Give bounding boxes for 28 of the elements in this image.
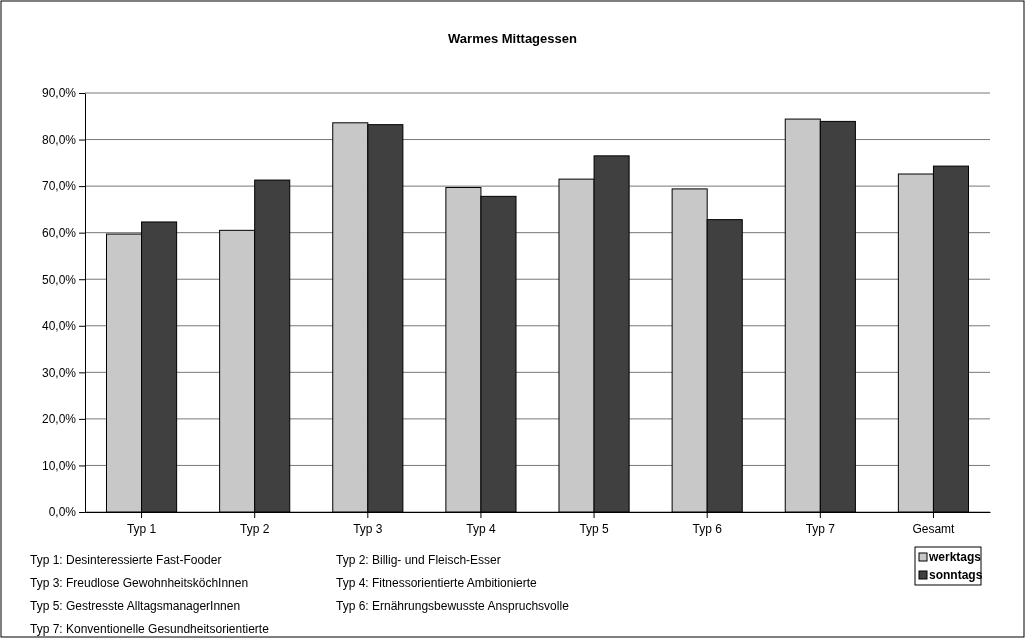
- x-tick-label: Typ 2: [240, 522, 270, 536]
- y-tick-label: 60,0%: [41, 226, 77, 241]
- text: Typ 7: Konventionelle Gesundheitsorientierte: [30, 622, 270, 636]
- y-tick-label: 70,0%: [41, 179, 77, 194]
- y-tick-label: 80,0%: [41, 132, 77, 147]
- text: Typ 6: Ernährungsbewusste Anspruchsvolle: [336, 599, 570, 613]
- text: Typ 5: Gestresste AlltagsmanagerInnen: [30, 599, 241, 613]
- x-tick-label: Gesamt: [912, 522, 956, 536]
- y-tick-label: 0,0%: [48, 505, 77, 520]
- y-tick-label: 20,0%: [41, 412, 77, 427]
- x-tick-label: Typ 6: [692, 522, 723, 536]
- y-tick-label: 30,0%: [41, 365, 77, 380]
- y-tick-label: 90,0%: [41, 86, 77, 101]
- legend-label: werktags: [928, 550, 982, 564]
- y-tick-label: 50,0%: [41, 272, 77, 287]
- y-tick-label: 10,0%: [41, 458, 77, 473]
- x-tick-label: Typ 4: [466, 522, 496, 536]
- x-tick-label: Typ 5: [579, 522, 610, 536]
- x-tick-label: Typ 1: [126, 522, 157, 536]
- text: Typ 3: Freudlose GewohnheitsköchInnen: [30, 576, 249, 590]
- y-tick-label: 40,0%: [41, 319, 77, 334]
- text: Typ 4: Fitnessorientierte Ambitionierte: [336, 576, 538, 590]
- x-tick-label: Typ 3: [353, 522, 383, 536]
- text: Typ 2: Billig- und Fleisch-Esser: [336, 553, 501, 567]
- chart-title: Warmes Mittagessen: [448, 31, 577, 46]
- x-tick-label: Typ 7: [805, 522, 836, 536]
- legend-label: sonntags: [929, 568, 983, 582]
- text: Typ 1: Desinteressierte Fast-Fooder: [30, 553, 222, 567]
